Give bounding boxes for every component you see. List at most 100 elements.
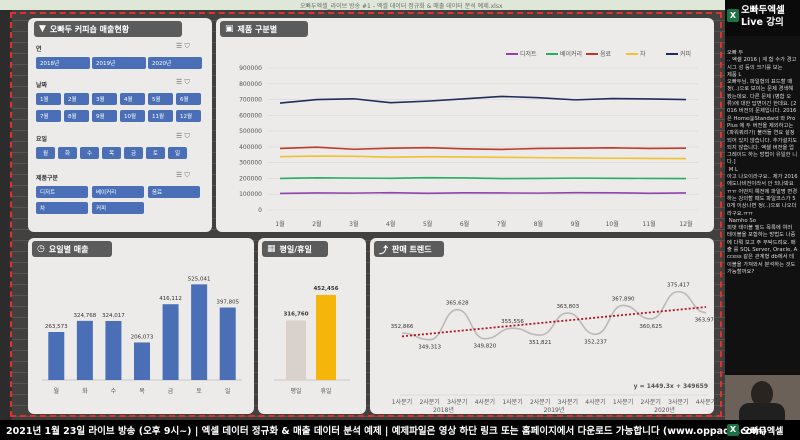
month-option[interactable]: 5월 xyxy=(148,93,173,105)
month-option[interactable]: 11월 xyxy=(148,110,173,122)
category-option[interactable]: 차 xyxy=(36,202,88,214)
point-value-label: 375,417 xyxy=(667,283,690,289)
calendar-icon: ▦ xyxy=(267,244,276,254)
weekday-option[interactable]: 금 xyxy=(124,147,143,159)
month-option[interactable]: 7월 xyxy=(36,110,61,122)
point-value-label: 363,803 xyxy=(556,304,579,310)
sales-trend-panel: ⤴ 판매 트렌드 352,866 349,313 365,628 349,820 355… xyxy=(370,238,714,414)
banner-text: 2021년 1월 23일 라이브 방송 (오후 9시~) | 엑셀 데이터 정규… xyxy=(6,426,767,437)
quarter-label: 3사분기 xyxy=(447,398,467,406)
year-option[interactable]: 2018년 xyxy=(36,57,90,69)
series-line-음료 xyxy=(279,146,687,151)
x-tick-label: 4월 xyxy=(386,220,395,228)
bar-월 xyxy=(48,331,65,380)
channel-brand: X 오빠두엑셀 xyxy=(727,421,799,439)
x-tick-label: 7월 xyxy=(497,220,506,228)
month-option[interactable]: 8월 xyxy=(64,110,89,122)
legend-label: 베이커리 xyxy=(560,50,582,58)
month-option[interactable]: 10월 xyxy=(120,110,145,122)
clear-filter-icon[interactable]: ☰ ⛉ xyxy=(176,171,190,179)
series-line-커피 xyxy=(279,95,687,104)
bar-value-label: 397,805 xyxy=(216,300,239,306)
legend-label: 음료 xyxy=(600,51,612,58)
quarter-label: 1사분기 xyxy=(502,398,522,406)
x-tick-label: 평일 xyxy=(290,387,301,395)
category-option[interactable]: 커피 xyxy=(92,202,144,214)
excel-logo-icon: X xyxy=(727,9,739,22)
weekday-option[interactable]: 토 xyxy=(146,147,165,159)
month-option[interactable]: 9월 xyxy=(92,110,117,122)
y-tick-label: 0 xyxy=(258,207,262,214)
stream-header: X 오빠두엑셀 Live 강의 xyxy=(725,0,800,36)
category-option[interactable]: 베이커리 xyxy=(92,186,144,198)
year-option[interactable]: 2019년 xyxy=(92,57,146,69)
month-option[interactable]: 12월 xyxy=(176,110,201,122)
spreadsheet-area: ▼ 오빠두 커피숍 매출현황 연 ☰ ⛉ 2018년 2019년 2020년 날… xyxy=(0,10,725,420)
quarter-label: 3사분기 xyxy=(668,398,688,406)
x-tick-label: 휴일 xyxy=(320,387,331,395)
excel-logo-icon: X xyxy=(727,424,739,436)
quarter-label: 4사분기 xyxy=(696,398,714,406)
category-option[interactable]: 음료 xyxy=(148,186,200,198)
year-label: 2018년 xyxy=(433,406,454,414)
quarter-label: 2사분기 xyxy=(419,398,439,406)
y-tick-label: 600000 xyxy=(239,112,262,119)
month-option[interactable]: 1월 xyxy=(36,93,61,105)
weekday-option[interactable]: 수 xyxy=(80,147,99,159)
webcam-feed xyxy=(725,375,800,423)
bar-value-label: 263,573 xyxy=(45,324,68,330)
clear-filter-icon[interactable]: ☰ ⛉ xyxy=(176,132,190,140)
weekday-chart-title: ◷ 요일별 매출 xyxy=(32,241,112,257)
x-tick-label: 1월 xyxy=(275,220,284,228)
row-headers xyxy=(0,10,12,420)
year-slicer-label: 연 xyxy=(36,46,42,53)
weekday-option[interactable]: 목 xyxy=(102,147,121,159)
trendline xyxy=(401,306,707,338)
x-tick-label: 3월 xyxy=(349,220,358,228)
x-tick-label: 8월 xyxy=(534,220,543,228)
series-line-디저트 xyxy=(279,191,687,195)
y-tick-label: 200000 xyxy=(239,175,262,182)
product-line-chart: 0 100000 200000 300000 400000 500000 600000 700… xyxy=(239,50,698,228)
x-tick-label: 2월 xyxy=(312,220,321,228)
point-value-label: 367,890 xyxy=(612,296,635,302)
weekday-option[interactable]: 월 xyxy=(36,147,55,159)
quarter-label: 1사분기 xyxy=(613,398,633,406)
quarter-label: 1사분기 xyxy=(392,398,412,406)
clear-filter-icon[interactable]: ☰ ⛉ xyxy=(176,78,190,86)
category-option[interactable]: 디저트 xyxy=(36,186,88,198)
year-label: 2020년 xyxy=(654,406,675,414)
x-tick-label: 9월 xyxy=(571,220,580,228)
legend-label: 커피 xyxy=(680,50,691,58)
y-tick-label: 500000 xyxy=(239,128,262,135)
point-value-label: 363,976 xyxy=(695,318,714,324)
weekday-slicer-label: 요일 xyxy=(36,136,48,143)
bar-목 xyxy=(134,342,150,380)
month-option[interactable]: 2월 xyxy=(64,93,89,105)
bar-value-label: 525,041 xyxy=(188,276,211,282)
point-value-label: 355,556 xyxy=(501,319,524,325)
legend-label: 차 xyxy=(640,50,646,58)
x-tick-label: 12월 xyxy=(679,220,692,228)
month-option[interactable]: 3월 xyxy=(92,93,117,105)
clear-filter-icon[interactable]: ☰ ⛉ xyxy=(176,42,190,50)
quarter-label: 4사분기 xyxy=(585,398,605,406)
x-tick-label: 5월 xyxy=(423,220,432,228)
month-option[interactable]: 4월 xyxy=(120,93,145,105)
x-tick-label: 11월 xyxy=(643,220,656,228)
window-title-bar: 오빠두엑셀_라이브 방송 #1 - 엑셀 데이터 정규화 & 매출 데이터 분석… xyxy=(0,0,800,10)
x-tick-label: 월 xyxy=(54,387,60,395)
x-tick-label: 6월 xyxy=(460,220,469,228)
quarter-label: 3사분기 xyxy=(558,398,578,406)
quarter-label: 2사분기 xyxy=(530,398,550,406)
month-option[interactable]: 6월 xyxy=(176,93,201,105)
stream-title: 오빠두엑셀 Live 강의 xyxy=(741,5,785,28)
year-option[interactable]: 2020년 xyxy=(148,57,202,69)
dayoff-chart-title: ▦ 평일/휴일 xyxy=(262,241,328,257)
weekday-option[interactable]: 화 xyxy=(58,147,77,159)
weekday-option[interactable]: 일 xyxy=(168,147,187,159)
trend-equation: y = 1449.3x + 349659 xyxy=(634,383,708,390)
x-tick-label: 화 xyxy=(82,388,88,395)
y-tick-label: 400000 xyxy=(239,144,262,151)
quarter-label: 4사분기 xyxy=(475,398,495,406)
